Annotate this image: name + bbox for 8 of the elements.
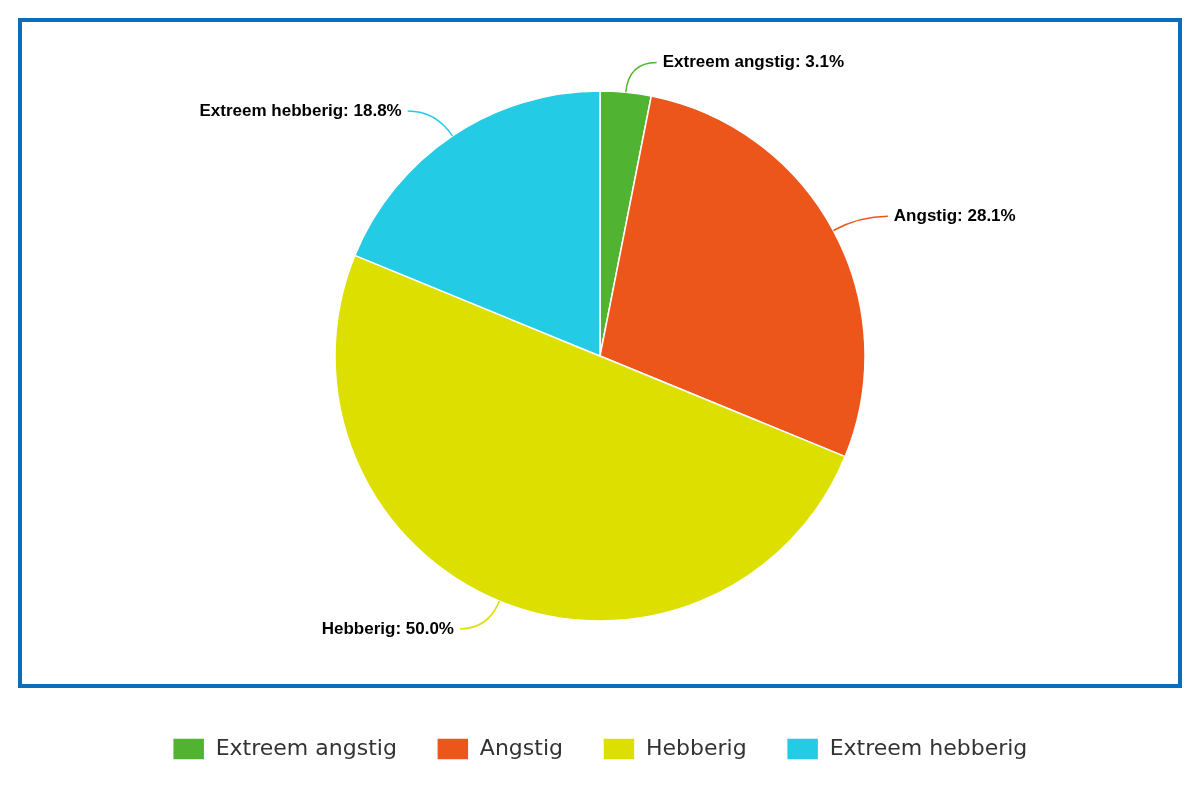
legend-label: Extreem angstig — [215, 734, 397, 760]
data-label: Extreem angstig: 3.1% — [662, 52, 845, 72]
data-label: Hebberig: 50.0% — [321, 618, 454, 638]
data-label: Angstig: 28.1% — [893, 206, 1016, 226]
legend-label: Extreem hebberig — [829, 734, 1028, 760]
legend-label: Hebberig — [645, 734, 747, 760]
data-label: Extreem hebberig: 18.8% — [199, 100, 402, 120]
legend-label: Angstig — [479, 734, 563, 760]
